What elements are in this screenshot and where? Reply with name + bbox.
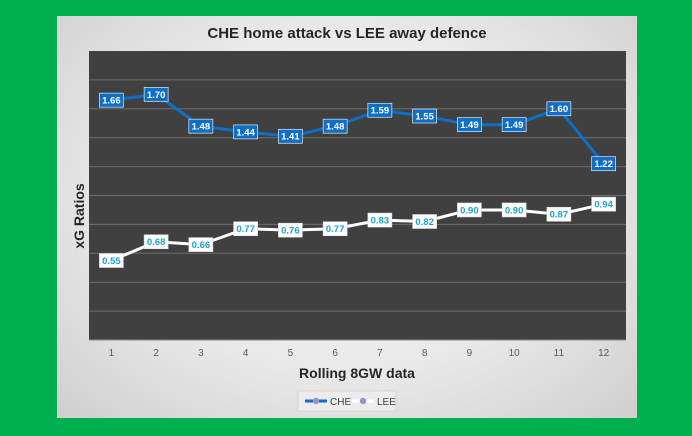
x-tick-label: 11 bbox=[554, 348, 565, 359]
x-tick-label: 8 bbox=[422, 348, 428, 359]
x-tick-label: 10 bbox=[509, 348, 521, 359]
legend-box bbox=[297, 390, 397, 412]
data-label: 0.90 bbox=[505, 205, 524, 216]
data-label-box bbox=[546, 206, 572, 222]
legend-item-che: CHE bbox=[305, 397, 351, 408]
data-label-box bbox=[412, 214, 437, 229]
data-label: 1.49 bbox=[460, 120, 479, 131]
chart-title: CHE home attack vs LEE away defence bbox=[207, 25, 486, 42]
data-label: 0.76 bbox=[281, 226, 300, 237]
x-tick-label: 2 bbox=[153, 348, 159, 359]
data-label-box bbox=[591, 196, 616, 212]
series-layer: 1.66 1.70 1.48 1.44 1.41 1.48 1.59 1.55 1.49 1.49… bbox=[99, 87, 616, 268]
data-label: 0.77 bbox=[326, 224, 345, 235]
data-label: 1.41 bbox=[281, 132, 300, 143]
data-label: 0.55 bbox=[102, 256, 121, 267]
data-label: 1.59 bbox=[371, 106, 390, 117]
data-label: 1.48 bbox=[192, 122, 211, 133]
x-tick-label: 5 bbox=[288, 348, 294, 359]
data-label: 0.68 bbox=[147, 237, 166, 248]
data-label-box bbox=[143, 234, 169, 250]
data-label-box bbox=[367, 102, 393, 118]
data-label-box bbox=[591, 156, 616, 172]
data-label: 1.66 bbox=[102, 96, 121, 107]
x-tick-label: 4 bbox=[243, 348, 249, 359]
legend-marker bbox=[359, 397, 367, 405]
x-tick-label: 9 bbox=[467, 348, 473, 359]
line-chart: CHE home attack vs LEE away defence 1.66… bbox=[71, 25, 626, 412]
x-tick-label: 7 bbox=[377, 348, 383, 359]
data-label: 0.66 bbox=[192, 240, 211, 251]
data-label-box bbox=[188, 237, 214, 252]
data-label-box bbox=[501, 117, 527, 132]
data-label-box bbox=[546, 101, 572, 117]
legend: CHE LEE bbox=[297, 390, 397, 412]
data-label: 0.90 bbox=[460, 205, 479, 216]
legend-label: CHE bbox=[330, 397, 351, 408]
series-che: 1.66 1.70 1.48 1.44 1.41 1.48 1.59 1.55 1.49 1.49… bbox=[99, 87, 616, 172]
data-label: 1.48 bbox=[326, 122, 345, 133]
data-label-box bbox=[233, 221, 258, 237]
y-axis-title: xG Ratios bbox=[71, 183, 87, 249]
legend-label: LEE bbox=[377, 397, 396, 408]
data-label: 0.82 bbox=[415, 217, 434, 228]
series-lee: 0.55 0.68 0.66 0.77 0.76 0.77 0.83 0.82 0.90 0.90… bbox=[99, 196, 616, 268]
data-label: 0.87 bbox=[550, 210, 569, 221]
data-label: 0.94 bbox=[594, 200, 613, 211]
data-label: 1.22 bbox=[594, 159, 613, 170]
x-tick-label: 12 bbox=[598, 348, 610, 359]
data-label: 1.70 bbox=[147, 90, 166, 101]
x-axis-title: Rolling 8GW data bbox=[299, 365, 415, 381]
data-label: 0.77 bbox=[236, 224, 255, 235]
data-label-box bbox=[367, 212, 393, 228]
data-label-box bbox=[99, 253, 124, 268]
data-label: 0.83 bbox=[371, 215, 390, 226]
data-label: 1.60 bbox=[550, 104, 569, 115]
data-label: 1.55 bbox=[415, 111, 434, 122]
data-label-box bbox=[412, 108, 437, 124]
legend-item-lee: LEE bbox=[352, 397, 396, 408]
x-axis-ticks: 1 2 3 4 5 6 7 8 9 10 11 12 bbox=[109, 348, 610, 359]
data-label-box bbox=[457, 117, 482, 132]
data-label-box bbox=[278, 128, 303, 144]
x-tick-label: 6 bbox=[332, 348, 338, 359]
data-label-box bbox=[322, 221, 348, 237]
data-label-box bbox=[188, 118, 214, 134]
data-label-box bbox=[278, 222, 303, 238]
legend-marker bbox=[312, 397, 320, 405]
data-label-box bbox=[457, 202, 482, 218]
data-label-box bbox=[501, 202, 527, 218]
data-label: 1.44 bbox=[236, 127, 255, 138]
data-label-box bbox=[143, 87, 169, 102]
data-label: 1.49 bbox=[505, 120, 524, 131]
chart-card: CHE home attack vs LEE away defence 1.66… bbox=[57, 16, 637, 418]
data-label-box bbox=[99, 92, 124, 108]
x-tick-label: 3 bbox=[198, 348, 204, 359]
data-label-box bbox=[233, 124, 258, 140]
data-label-box bbox=[322, 118, 348, 134]
x-tick-label: 1 bbox=[109, 348, 115, 359]
